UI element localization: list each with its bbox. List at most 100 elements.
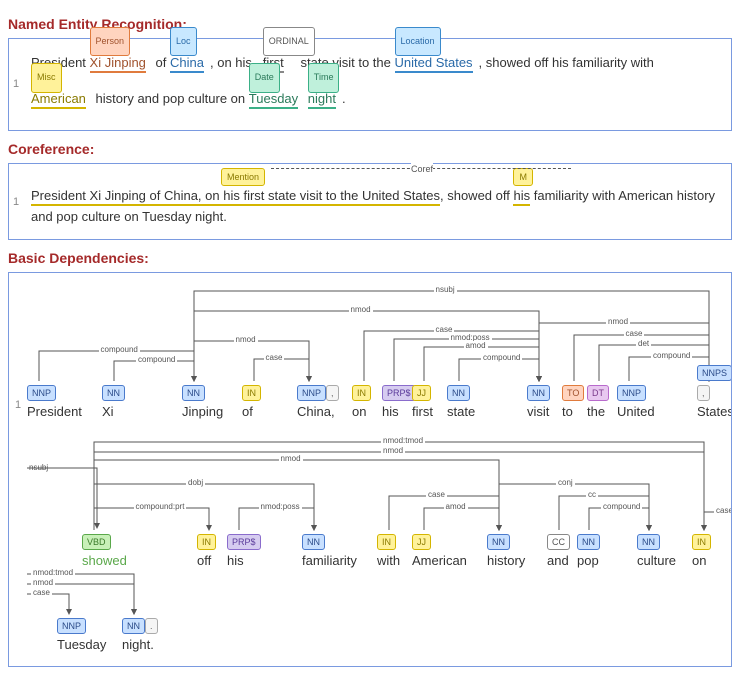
pos-tag: JJ xyxy=(412,385,431,401)
arc-label: compound xyxy=(651,351,692,360)
dep-word: President xyxy=(27,404,82,419)
pos-tag: NN xyxy=(447,385,470,401)
arc-label: dobj xyxy=(186,478,205,487)
pos-tag: , xyxy=(326,385,339,401)
dep-word: Xi xyxy=(102,404,114,419)
dep-word: culture xyxy=(637,553,676,568)
pos-tag: NNPS xyxy=(697,365,732,381)
entity-text: United States xyxy=(395,55,473,73)
arc-label: nsubj xyxy=(434,285,457,294)
dep-word: Tuesday xyxy=(57,637,106,652)
tag-label: ORDINAL xyxy=(263,27,315,56)
entity-text: night xyxy=(308,91,336,109)
dep-token: INon xyxy=(692,533,711,568)
dep-panel: 1 NNPPresidentNNXiNNJinpingINofNNP,China… xyxy=(8,272,732,667)
mention-label-short: M xyxy=(513,168,533,186)
pos-tag: IN xyxy=(377,534,396,550)
word: history and pop culture on xyxy=(96,91,246,106)
arc-label: nmod:poss xyxy=(259,502,302,511)
dep-token: JJAmerican xyxy=(412,533,467,568)
arc-label: compound xyxy=(481,353,522,362)
arc-label: compound:prt xyxy=(134,502,187,511)
arc-label: case xyxy=(264,353,285,362)
dep-word: Jinping xyxy=(182,404,223,419)
dep-token: DT the xyxy=(587,384,609,419)
arc-label: nmod xyxy=(349,305,373,314)
dep-token: INon xyxy=(352,384,371,419)
dep-token: NN visit xyxy=(527,384,550,419)
dep-token: NN.night. xyxy=(122,617,158,652)
entity-text: Xi Jinping xyxy=(90,55,146,73)
dep-word: the xyxy=(587,404,605,419)
dep-token: NNP Tuesday xyxy=(57,617,106,652)
dep-token: INoff xyxy=(197,533,216,568)
mention-label: Mention xyxy=(221,168,265,186)
dep-token: NNpop xyxy=(577,533,600,568)
coref-panel: 1 Mention President Xi Jinping of China,… xyxy=(8,163,732,241)
tag-label: Time xyxy=(308,63,340,92)
arc-label: nmod xyxy=(234,335,258,344)
dep-token: NNXi xyxy=(102,384,125,419)
dep-token: NN history xyxy=(487,533,525,568)
dep-word: his xyxy=(382,404,399,419)
entity-text: China xyxy=(170,55,204,73)
dep-token: PRP$his xyxy=(227,533,261,568)
dep-token: NNstate xyxy=(447,384,475,419)
arc-label: case xyxy=(714,506,732,515)
entity-location: Location United States xyxy=(395,45,473,81)
dep-word: and xyxy=(547,553,569,568)
line-number: 1 xyxy=(15,399,21,411)
dep-token: NNPS,States, xyxy=(697,364,732,419)
dep-token: NNculture xyxy=(637,533,676,568)
dep-token: JJfirst xyxy=(412,384,433,419)
pos-tag: NNP xyxy=(57,618,86,634)
word: . xyxy=(342,91,346,106)
pos-tag: VBD xyxy=(82,534,111,550)
arc-label: amod xyxy=(464,341,488,350)
line-number: 1 xyxy=(13,196,19,208)
dep-word: United xyxy=(617,404,655,419)
entity-date: Date Tuesday xyxy=(249,81,298,117)
arc-label: nmod xyxy=(279,454,303,463)
pos-tag: NN xyxy=(302,534,325,550)
dep-word: pop xyxy=(577,553,599,568)
word: , on his xyxy=(210,55,252,70)
dep-word: on xyxy=(692,553,706,568)
arc-label: nmod xyxy=(381,446,405,455)
arc-label: compound xyxy=(136,355,177,364)
pos-tag: CC xyxy=(547,534,570,550)
dep-word: off xyxy=(197,553,211,568)
dep-token: NN Jinping xyxy=(182,384,223,419)
dep-word: American xyxy=(412,553,467,568)
dep-word: history xyxy=(487,553,525,568)
entity-time: Time night xyxy=(308,81,336,117)
dep-word: showed xyxy=(82,553,127,568)
pos-tag: DT xyxy=(587,385,609,401)
mention-text: his xyxy=(513,188,530,206)
arc-label: nmod:tmod xyxy=(381,436,425,445)
pos-tag: IN xyxy=(352,385,371,401)
arc-label: nmod xyxy=(31,578,55,587)
pos-tag: NN xyxy=(527,385,550,401)
dep-word: States, xyxy=(697,404,732,419)
coref-sentence: Mention President Xi Jinping of China, o… xyxy=(31,186,723,228)
dep-token: VBD showed xyxy=(82,533,127,568)
dep-token: CC and xyxy=(547,533,570,568)
dep-token: PRP$ his xyxy=(382,384,416,419)
pos-tag: PRP$ xyxy=(227,534,261,550)
dep-word: of xyxy=(242,404,253,419)
pos-tag: NN xyxy=(182,385,205,401)
arc-label: cc xyxy=(586,490,598,499)
dep-token: NNP,China, xyxy=(297,384,339,419)
section-title-dep: Basic Dependencies: xyxy=(8,250,732,266)
tag-label: Date xyxy=(249,63,280,92)
coref-arc-label: Coref xyxy=(411,162,433,176)
arc-label: nmod:tmod xyxy=(31,568,75,577)
dep-word: visit xyxy=(527,404,549,419)
pos-tag: NN xyxy=(487,534,510,550)
arc-label: case xyxy=(426,490,447,499)
pos-tag: PRP$ xyxy=(382,385,416,401)
word: , showed off xyxy=(440,188,513,203)
dep-row: nsubj VBDshowedINoffPRP$hisNNfamiliarity… xyxy=(27,423,727,568)
line-number: 1 xyxy=(13,78,19,90)
